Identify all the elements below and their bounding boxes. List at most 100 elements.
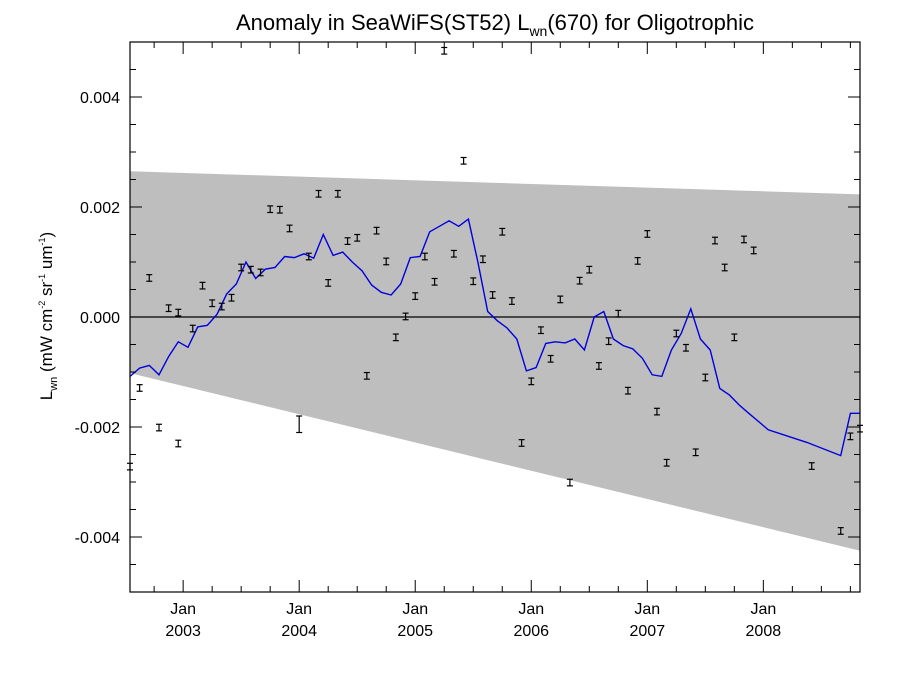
data-point-errorbar bbox=[692, 448, 699, 457]
data-point-errorbar bbox=[644, 230, 651, 238]
data-point-errorbar bbox=[702, 373, 709, 382]
x-tick-label-month: Jan bbox=[170, 601, 196, 618]
data-point-errorbar bbox=[711, 236, 718, 245]
data-point-errorbar bbox=[576, 276, 583, 285]
y-axis-label-sub: wn bbox=[48, 377, 60, 392]
data-point-errorbar bbox=[615, 309, 622, 318]
data-point-errorbar bbox=[518, 439, 525, 447]
data-point-errorbar bbox=[344, 237, 351, 245]
data-point-errorbar bbox=[489, 291, 496, 299]
x-tick-label-month: Jan bbox=[402, 601, 428, 618]
data-point-errorbar bbox=[673, 329, 680, 338]
data-point-errorbar bbox=[653, 407, 660, 416]
data-point-errorbar bbox=[383, 257, 390, 266]
data-point-errorbar bbox=[557, 295, 564, 304]
data-point-errorbar bbox=[595, 362, 602, 370]
envelope-layer bbox=[130, 171, 860, 551]
data-point-errorbar bbox=[199, 281, 206, 290]
data-point-errorbar bbox=[460, 156, 467, 165]
data-point-errorbar bbox=[247, 265, 254, 274]
data-point-errorbar bbox=[305, 252, 312, 261]
error-bar-layer bbox=[127, 46, 863, 535]
y-tick-label: 0.004 bbox=[80, 90, 120, 107]
y-axis-label: Lwn (mW cm-2 sr-1 um-1) bbox=[37, 232, 60, 400]
x-tick-label-month: Jan bbox=[750, 601, 776, 618]
data-point-errorbar bbox=[175, 308, 182, 317]
data-point-errorbar bbox=[373, 226, 380, 235]
data-point-errorbar bbox=[537, 326, 544, 335]
tick-layer bbox=[130, 41, 860, 593]
data-point-errorbar bbox=[470, 277, 477, 286]
x-tick-label-year: 2006 bbox=[513, 623, 549, 640]
y-axis-label-sup-3: -1 bbox=[37, 237, 47, 245]
y-tick-label: 0.002 bbox=[80, 200, 120, 217]
tick-label-layer: -0.004 -0.002 0.000 0.002 0.004 Jan 2003 Jan 200… bbox=[75, 90, 782, 640]
y-tick-label: 0.000 bbox=[80, 310, 120, 327]
data-point-errorbar bbox=[267, 205, 274, 214]
x-tick-label-month: Jan bbox=[518, 601, 544, 618]
data-point-errorbar bbox=[450, 249, 457, 258]
data-point-errorbar bbox=[392, 333, 399, 342]
data-point-errorbar bbox=[837, 527, 844, 535]
uncertainty-envelope bbox=[130, 171, 860, 551]
y-axis-label-unit-3: um bbox=[37, 245, 56, 273]
x-tick-label-month: Jan bbox=[286, 601, 312, 618]
data-point-errorbar bbox=[624, 386, 631, 395]
chart-title-subscript: wn bbox=[528, 23, 547, 39]
data-point-errorbar bbox=[136, 384, 143, 392]
trend-line-layer bbox=[129, 217, 860, 457]
y-axis-label-close: ) bbox=[37, 232, 56, 238]
y-axis-label-L: L bbox=[37, 391, 56, 400]
data-point-errorbar bbox=[634, 257, 641, 265]
data-point-errorbar bbox=[218, 302, 225, 311]
data-point-errorbar bbox=[238, 263, 245, 272]
data-point-errorbar bbox=[189, 324, 196, 333]
chart-title-tail: (670) for Oligotrophic bbox=[547, 10, 754, 35]
data-point-errorbar bbox=[286, 224, 293, 233]
data-point-errorbar bbox=[156, 423, 163, 432]
data-point-errorbar bbox=[528, 377, 535, 386]
data-point-errorbar bbox=[257, 268, 264, 277]
data-point-errorbar bbox=[431, 277, 438, 286]
data-point-errorbar bbox=[566, 478, 573, 487]
data-point-errorbar bbox=[499, 227, 506, 236]
x-tick-label-month: Jan bbox=[634, 601, 660, 618]
data-point-errorbar bbox=[412, 292, 419, 300]
data-point-errorbar bbox=[315, 189, 322, 198]
data-point-errorbar bbox=[354, 233, 361, 242]
y-axis-label-sup-1: -2 bbox=[37, 301, 47, 309]
data-point-errorbar bbox=[402, 312, 409, 321]
data-point-errorbar bbox=[586, 265, 593, 274]
x-tick-label-year: 2003 bbox=[165, 623, 201, 640]
running-mean-line bbox=[129, 217, 860, 457]
x-tick-label-year: 2004 bbox=[281, 623, 317, 640]
data-point-errorbar bbox=[740, 235, 747, 244]
x-tick-label-year: 2008 bbox=[746, 623, 782, 640]
y-axis-label-unit-2: sr bbox=[37, 281, 56, 300]
data-point-errorbar bbox=[276, 205, 283, 214]
data-point-errorbar bbox=[146, 274, 153, 282]
data-point-errorbar bbox=[750, 246, 757, 255]
y-axis-label-unit-1: (mW cm bbox=[37, 309, 56, 377]
data-point-errorbar bbox=[363, 371, 370, 380]
data-point-errorbar bbox=[175, 439, 182, 448]
data-point-errorbar bbox=[296, 415, 303, 434]
data-point-errorbar bbox=[479, 255, 486, 264]
data-point-errorbar bbox=[508, 297, 515, 305]
data-point-errorbar bbox=[165, 304, 172, 313]
data-point-errorbar bbox=[663, 458, 670, 467]
data-point-errorbar bbox=[721, 263, 728, 272]
data-point-errorbar bbox=[334, 189, 341, 198]
data-point-errorbar bbox=[847, 432, 854, 441]
y-tick-label: -0.002 bbox=[75, 420, 120, 437]
chart-title: Anomaly in SeaWiFS(ST52) Lwn(670) for Ol… bbox=[236, 10, 754, 39]
data-point-errorbar bbox=[441, 46, 448, 55]
data-point-errorbar bbox=[228, 293, 235, 302]
data-point-errorbar bbox=[682, 343, 689, 352]
data-point-errorbar bbox=[421, 252, 428, 261]
data-point-errorbar bbox=[325, 279, 332, 287]
y-axis-label-sup-2: -1 bbox=[37, 274, 47, 282]
data-point-errorbar bbox=[605, 337, 612, 346]
y-tick-label: -0.004 bbox=[75, 530, 120, 547]
